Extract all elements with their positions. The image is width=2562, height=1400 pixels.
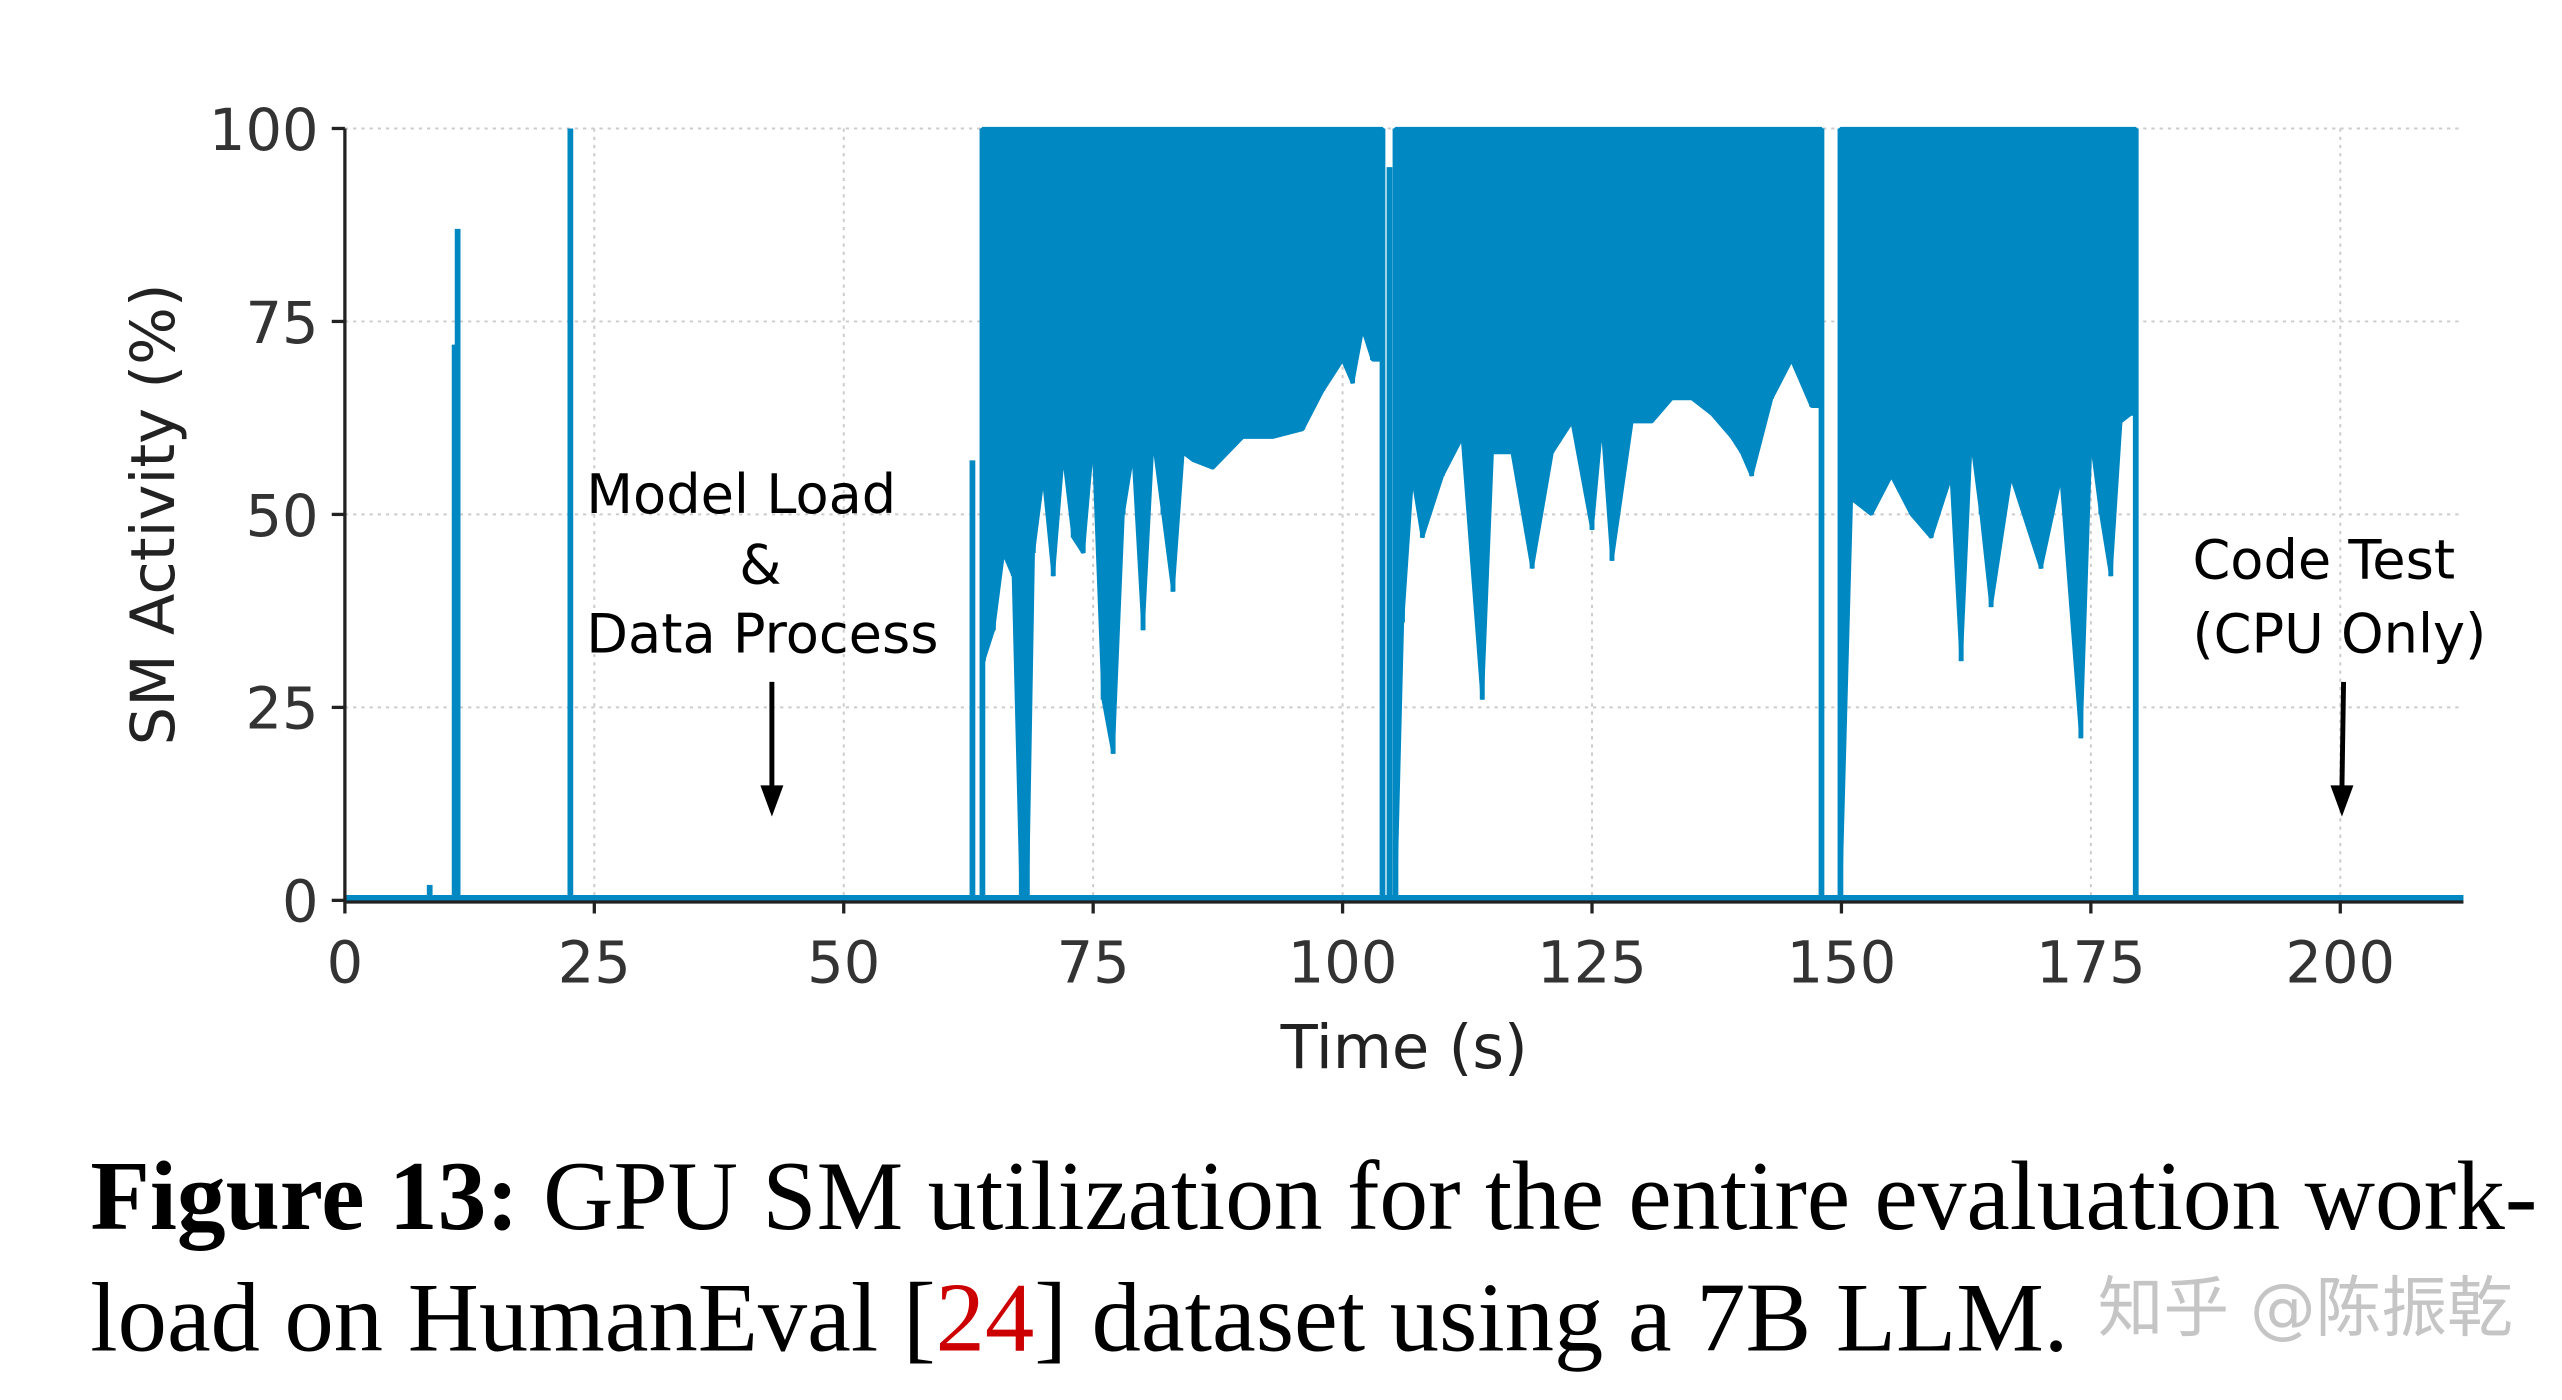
arrow-head: [2330, 785, 2354, 817]
y-axis-label: SM Activity (%): [119, 283, 189, 745]
annotation-line: (CPU Only): [2192, 602, 2486, 665]
annotation-line: &: [739, 533, 781, 596]
y-tick-label: 25: [245, 676, 318, 743]
annotation-line: Model Load: [586, 463, 896, 526]
x-tick-label: 25: [558, 929, 631, 996]
series-active-band: [1393, 126, 1824, 901]
arrow-head: [760, 785, 784, 817]
x-tick-label: 150: [1787, 929, 1897, 996]
annotation-code-test: Code Test (CPU Only): [2192, 528, 2486, 817]
caption-line-2: load on HumanEval [24] dataset using a 7…: [90, 1263, 2068, 1372]
caption-label: Figure 13:: [90, 1142, 518, 1251]
y-tick-label: 0: [282, 869, 319, 936]
x-tick-label: 0: [327, 929, 364, 996]
x-tick-label: 125: [1537, 929, 1647, 996]
caption-text: load on HumanEval [: [90, 1263, 935, 1372]
sm-activity-series: [344, 126, 2464, 903]
axes: [331, 126, 2464, 914]
x-tick-labels: 0 25 50 75 100 125 150 175 200: [327, 929, 2396, 996]
x-tick-label: 175: [2036, 929, 2146, 996]
citation-link[interactable]: 24: [936, 1263, 1035, 1372]
y-tick-labels: 0 25 50 75 100: [209, 97, 319, 936]
annotation-line: Data Process: [586, 602, 938, 665]
y-tick-label: 50: [245, 483, 318, 550]
y-tick-label: 100: [209, 97, 319, 164]
y-tick-label: 75: [245, 290, 318, 357]
caption-text: ] dataset using a 7B LLM.: [1034, 1263, 2068, 1372]
caption-text: GPU SM utilization for the entire evalua…: [519, 1142, 2538, 1251]
annotation-line: Code Test: [2192, 528, 2455, 591]
x-tick-label: 200: [2285, 929, 2395, 996]
x-axis-label: Time (s): [1280, 1013, 1528, 1083]
watermark: 知乎 @陈振乾: [2098, 1271, 2513, 1347]
caption-line-1: Figure 13: GPU SM utilization for the en…: [90, 1142, 2537, 1251]
x-tick-label: 75: [1057, 929, 1130, 996]
annotation-model-load: Model Load & Data Process: [586, 463, 938, 817]
x-tick-label: 50: [807, 929, 880, 996]
arrow-down-icon: [2339, 681, 2347, 789]
x-tick-label: 100: [1288, 929, 1398, 996]
